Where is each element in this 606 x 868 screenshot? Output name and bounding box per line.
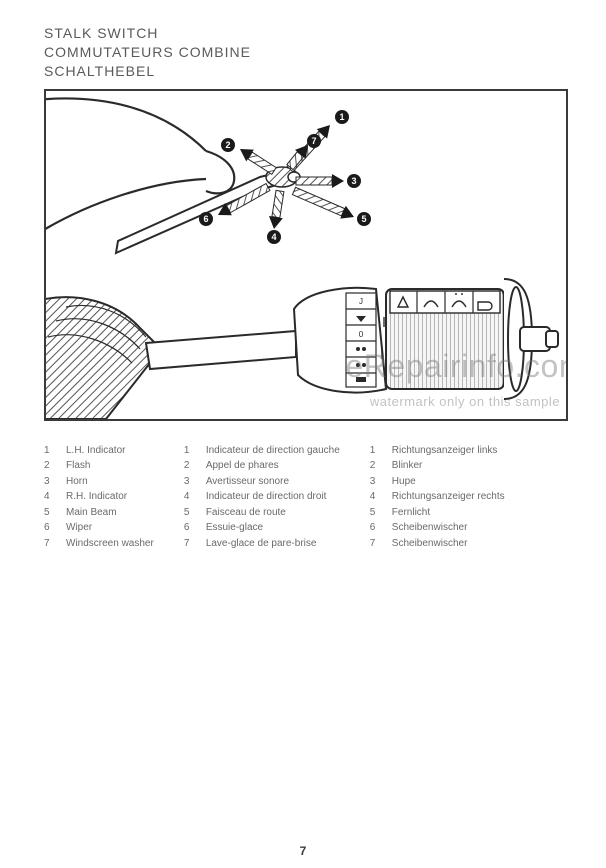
legend-label: Richtungsanzeiger links [392,443,505,459]
svg-text:0: 0 [359,330,364,339]
legend-label: Richtungsanzeiger rechts [392,489,505,505]
legend-num: 4 [184,489,198,505]
title-block: STALK SWITCH COMMUTATEURS COMBINE SCHALT… [44,24,576,81]
legend-label: Blinker [392,458,505,474]
legend-num: 6 [370,520,384,536]
legend-label: Main Beam [66,505,154,521]
legend-num: 5 [44,505,58,521]
legend-num: 1 [370,443,384,459]
legend-label: R.H. Indicator [66,489,154,505]
legend-label: Fernlicht [392,505,505,521]
legend-num: 6 [44,520,58,536]
legend-label: Scheibenwischer [392,520,505,536]
legend-num: 1 [184,443,198,459]
legend-label: Avertisseur sonore [206,474,340,490]
legend-num: 3 [370,474,384,490]
legend-num: 3 [44,474,58,490]
legend-num: 7 [184,536,198,552]
legend-num: 7 [44,536,58,552]
legend-col-fr: 1 Indicateur de direction gauche 2 Appel de… [184,443,340,552]
legend-num: 4 [44,489,58,505]
legend-num: 3 [184,474,198,490]
legend-num: 2 [370,458,384,474]
svg-text:1: 1 [339,112,344,122]
legend-num: 4 [370,489,384,505]
legend-num: 5 [184,505,198,521]
svg-text:5: 5 [361,214,366,224]
legend-label: Indicateur de direction gauche [206,443,340,459]
legend-num: 2 [44,458,58,474]
legend-num: 5 [370,505,384,521]
page-number: 7 [300,844,307,858]
legend-label: Hupe [392,474,505,490]
legend-label: Appel de phares [206,458,340,474]
legend-label: Lave-glace de pare-brise [206,536,340,552]
diagram-frame: J 0 [44,89,568,421]
svg-text:3: 3 [351,176,356,186]
steering-boot [46,297,161,419]
title-fr: COMMUTATEURS COMBINE [44,43,576,62]
legend-label: Wiper [66,520,154,536]
legend-label: Flash [66,458,154,474]
legend-label: Indicateur de direction droit [206,489,340,505]
legend-num: 1 [44,443,58,459]
legend-label: Essuie-glace [206,520,340,536]
svg-text:J: J [359,297,363,306]
legend-num: 6 [184,520,198,536]
legend-num: 7 [370,536,384,552]
legend-col-en: 1 L.H. Indicator 2 Flash 3 Horn 4 R.H. Indicato… [44,443,154,552]
svg-text:6: 6 [203,214,208,224]
lower-stalk: J 0 [146,279,558,399]
legend-label: Faisceau de route [206,505,340,521]
title-en: STALK SWITCH [44,24,576,43]
legend: 1 L.H. Indicator 2 Flash 3 Horn 4 R.H. Indicato… [44,443,576,552]
legend-num: 2 [184,458,198,474]
legend-label: Scheibenwischer [392,536,505,552]
svg-text:7: 7 [311,136,316,146]
legend-label: Windscreen washer [66,536,154,552]
title-de: SCHALTHEBEL [44,62,576,81]
legend-label: L.H. Indicator [66,443,154,459]
legend-col-de: 1 Richtungsanzeiger links 2 Blinker 3 Hupe 4 Ri… [370,443,505,552]
legend-label: Horn [66,474,154,490]
svg-text:2: 2 [225,140,230,150]
diagram-svg: J 0 [46,91,566,419]
svg-text:4: 4 [271,232,276,242]
